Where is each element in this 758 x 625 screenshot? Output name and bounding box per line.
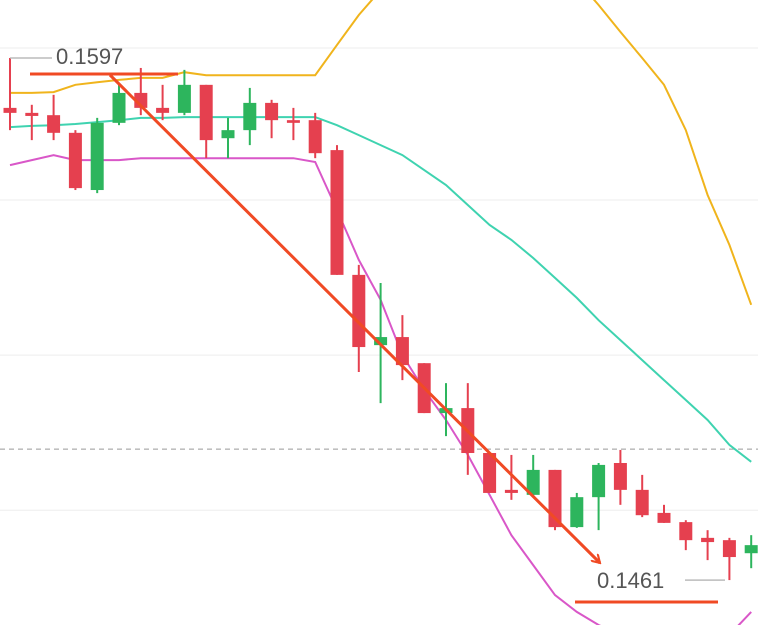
candle-body [286, 120, 300, 123]
grid [0, 47, 758, 511]
candles [3, 57, 758, 581]
marker-label: 0.1461 [597, 568, 664, 593]
candle-body [25, 112, 39, 116]
candle-body [722, 540, 736, 558]
candle-body [548, 469, 562, 528]
candle-body [199, 84, 213, 141]
candle-body [395, 337, 409, 366]
candle-body [657, 512, 671, 523]
candle-body [592, 464, 606, 498]
candle-body [570, 497, 584, 528]
candle-body [483, 453, 497, 493]
candle-body [177, 84, 191, 113]
trend-arrow [108, 73, 600, 563]
candle-body [90, 122, 104, 191]
candle-body [504, 489, 518, 493]
candle-body [47, 115, 61, 133]
candle-body [308, 120, 322, 154]
candle-body [679, 522, 693, 541]
candle-body [374, 337, 388, 346]
candle-body [68, 132, 82, 189]
band-line [10, 0, 753, 306]
candle-body [352, 274, 366, 348]
candle-body [526, 469, 540, 495]
marker-label: 0.1597 [56, 44, 123, 69]
candle-body [613, 462, 627, 490]
candle-body [112, 92, 126, 123]
candle-body [330, 150, 344, 275]
candle-body [221, 130, 235, 139]
candle-body [3, 107, 17, 113]
annotations: 0.1597 0.1461 [10, 44, 725, 604]
candle-body [701, 537, 715, 543]
candle-body [156, 107, 170, 113]
band-line [9, 116, 752, 463]
candle-body [744, 545, 758, 554]
candle-body [635, 489, 649, 516]
candle-body [243, 102, 257, 131]
candle-body [265, 102, 279, 121]
